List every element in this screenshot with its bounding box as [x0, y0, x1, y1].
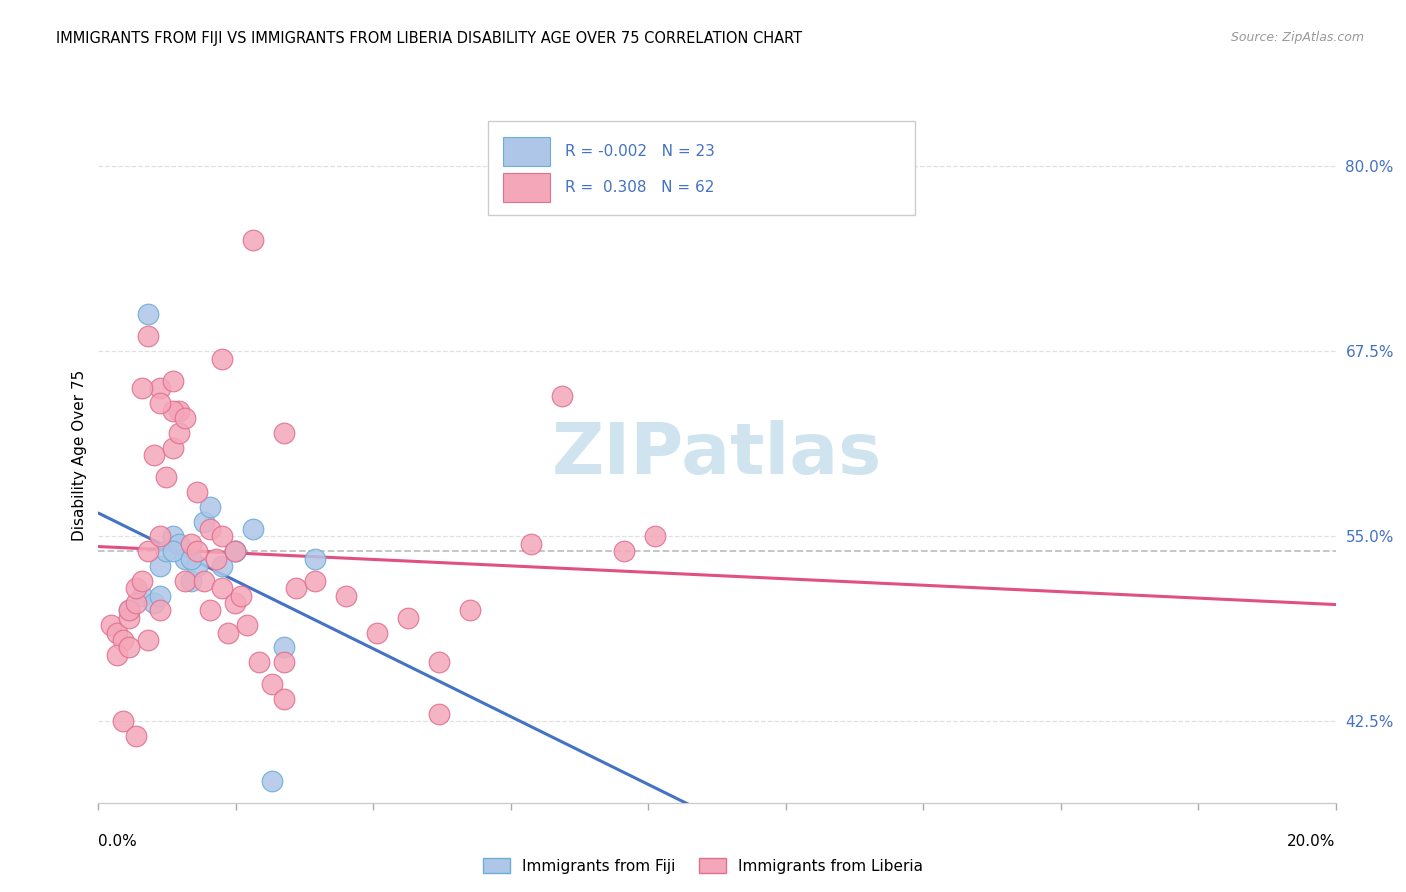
Point	[180, 537, 202, 551]
Point	[143, 448, 166, 462]
Point	[211, 529, 233, 543]
Point	[149, 529, 172, 543]
Point	[105, 648, 128, 662]
Point	[211, 558, 233, 573]
Text: IMMIGRANTS FROM FIJI VS IMMIGRANTS FROM LIBERIA DISABILITY AGE OVER 75 CORRELATI: IMMIGRANTS FROM FIJI VS IMMIGRANTS FROM …	[56, 31, 803, 46]
Point	[211, 581, 233, 595]
Point	[136, 544, 159, 558]
FancyBboxPatch shape	[503, 137, 550, 166]
Point	[551, 389, 574, 403]
Text: Source: ZipAtlas.com: Source: ZipAtlas.com	[1230, 31, 1364, 45]
Point	[162, 529, 184, 543]
Point	[236, 618, 259, 632]
Point	[224, 596, 246, 610]
Point	[242, 522, 264, 536]
Point	[613, 544, 636, 558]
Point	[167, 425, 190, 440]
Point	[167, 403, 190, 417]
Point	[198, 603, 221, 617]
Point	[304, 574, 326, 588]
Point	[186, 544, 208, 558]
Point	[174, 411, 197, 425]
Legend: Immigrants from Fiji, Immigrants from Liberia: Immigrants from Fiji, Immigrants from Li…	[477, 852, 929, 880]
Text: R =  0.308   N = 62: R = 0.308 N = 62	[565, 180, 714, 195]
Point	[155, 470, 177, 484]
Point	[162, 544, 184, 558]
Point	[118, 611, 141, 625]
Point	[131, 589, 153, 603]
Point	[224, 544, 246, 558]
Point	[149, 396, 172, 410]
Point	[427, 706, 450, 721]
Point	[520, 537, 543, 551]
Point	[211, 351, 233, 366]
Point	[427, 655, 450, 669]
Point	[112, 714, 135, 729]
Point	[242, 233, 264, 247]
Point	[162, 374, 184, 388]
Point	[174, 551, 197, 566]
Point	[260, 677, 283, 691]
Point	[167, 537, 190, 551]
Y-axis label: Disability Age Over 75: Disability Age Over 75	[72, 369, 87, 541]
Point	[136, 632, 159, 647]
Point	[149, 589, 172, 603]
Point	[162, 403, 184, 417]
Point	[100, 618, 122, 632]
Point	[180, 551, 202, 566]
Point	[273, 640, 295, 655]
Point	[224, 544, 246, 558]
Point	[396, 611, 419, 625]
Point	[186, 558, 208, 573]
Point	[193, 574, 215, 588]
Point	[260, 773, 283, 788]
Text: 0.0%: 0.0%	[98, 834, 138, 849]
Point	[105, 625, 128, 640]
Point	[174, 574, 197, 588]
Point	[131, 574, 153, 588]
Point	[131, 381, 153, 395]
Point	[149, 558, 172, 573]
Point	[136, 329, 159, 343]
Point	[136, 307, 159, 321]
Point	[118, 640, 141, 655]
Point	[273, 425, 295, 440]
Point	[193, 515, 215, 529]
Point	[273, 655, 295, 669]
Point	[273, 692, 295, 706]
Point	[366, 625, 388, 640]
Point	[180, 574, 202, 588]
Text: R = -0.002   N = 23: R = -0.002 N = 23	[565, 145, 714, 159]
FancyBboxPatch shape	[503, 173, 550, 202]
Point	[118, 603, 141, 617]
Text: 20.0%: 20.0%	[1288, 834, 1336, 849]
Point	[143, 596, 166, 610]
Point	[124, 729, 146, 743]
Point	[458, 603, 481, 617]
Point	[335, 589, 357, 603]
Point	[304, 551, 326, 566]
Point	[205, 551, 228, 566]
Point	[149, 603, 172, 617]
Point	[186, 484, 208, 499]
Point	[124, 581, 146, 595]
Point	[124, 596, 146, 610]
Point	[118, 603, 141, 617]
Point	[149, 381, 172, 395]
Point	[247, 655, 270, 669]
Point	[644, 529, 666, 543]
Point	[285, 581, 308, 595]
Point	[198, 500, 221, 514]
Text: ZIPatlas: ZIPatlas	[553, 420, 882, 490]
FancyBboxPatch shape	[488, 121, 915, 215]
Point	[217, 625, 239, 640]
Point	[155, 544, 177, 558]
Point	[229, 589, 252, 603]
Point	[162, 441, 184, 455]
Point	[198, 522, 221, 536]
Point	[224, 544, 246, 558]
Point	[112, 632, 135, 647]
